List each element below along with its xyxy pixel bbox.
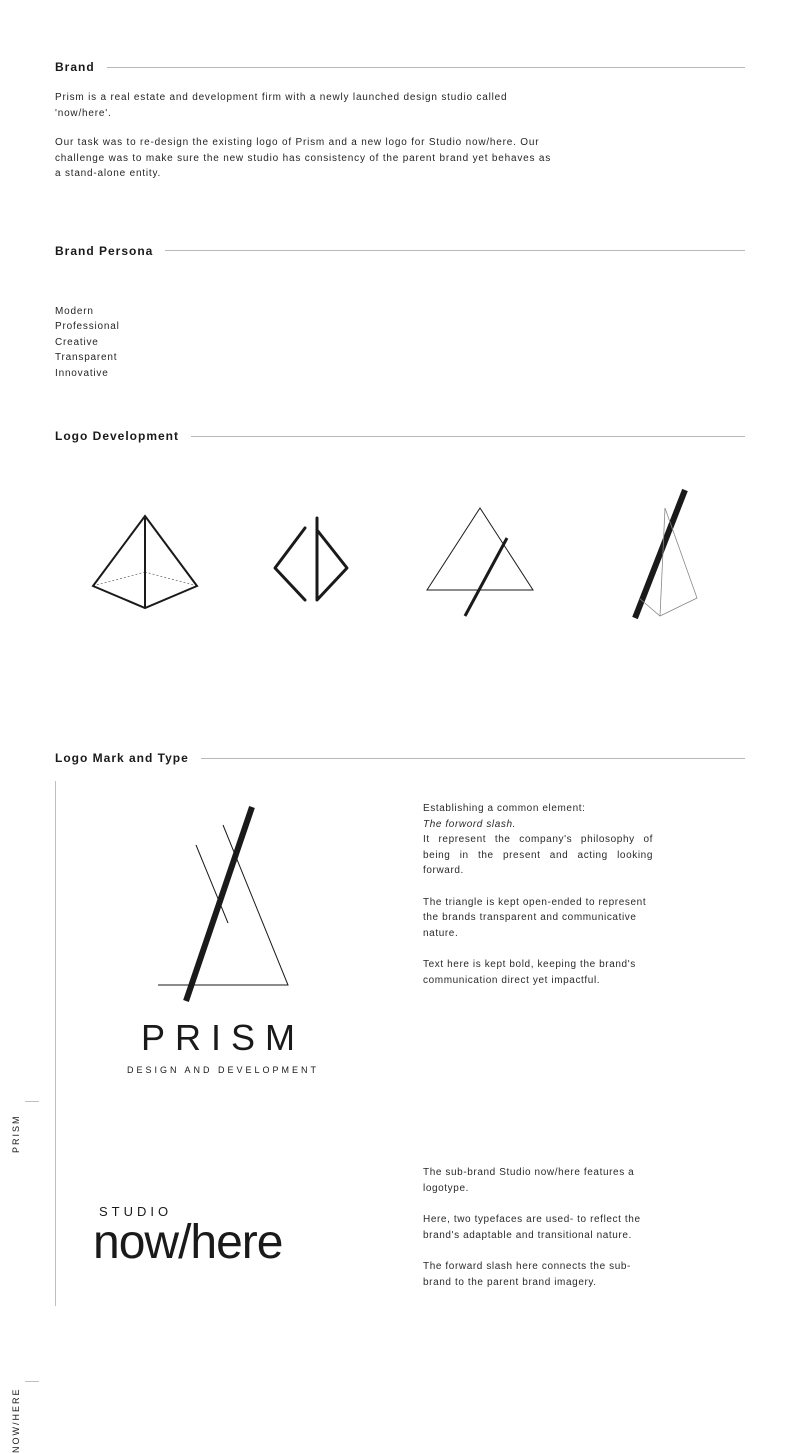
vertical-divider (55, 781, 56, 1306)
section-title: Brand (55, 60, 95, 74)
persona-item: Creative (55, 335, 745, 351)
section-rule (201, 758, 745, 759)
text-italic: The forword slash. (423, 819, 516, 830)
prism-logo: PRISM DESIGN AND DEVELOPMENT (83, 801, 363, 1075)
logo-concept-3 (415, 498, 545, 628)
nowhere-logo: STUDIO now/here (83, 1204, 363, 1267)
side-label-nowhere: NOW/HERE (11, 1388, 21, 1453)
side-tick (25, 1101, 39, 1102)
text: It represent the company's philosophy of… (423, 834, 653, 876)
logo-concept-4 (605, 488, 715, 638)
slash-icon: / (178, 1216, 190, 1269)
prism-desc-1: Establishing a common element: The forwo… (423, 801, 653, 879)
prism-mark-icon (128, 801, 318, 1011)
prism-wordmark: PRISM (141, 1017, 305, 1059)
nowhere-desc-2: Here, two typefaces are used- to reflect… (423, 1212, 653, 1243)
persona-item: Innovative (55, 366, 745, 382)
persona-list: Modern Professional Creative Transparent… (55, 304, 745, 382)
prism-row: PRISM DESIGN AND DEVELOPMENT Establishin… (83, 781, 745, 1075)
section-header-brand: Brand (55, 60, 745, 74)
logo-concept-1 (85, 508, 205, 618)
section-rule (191, 436, 745, 437)
mark-type-wrap: PRISM PRISM DESIGN AND DEVELOPMENT Estab… (55, 781, 745, 1306)
brand-p1: Prism is a real estate and development f… (55, 90, 555, 121)
side-label-prism: PRISM (11, 1114, 21, 1153)
prism-desc-2: The triangle is kept open-ended to repre… (423, 895, 653, 942)
persona-item: Transparent (55, 350, 745, 366)
side-tick (25, 1381, 39, 1382)
persona-item: Modern (55, 304, 745, 320)
section-rule (107, 67, 745, 68)
nowhere-desc-1: The sub-brand Studio now/here features a… (423, 1165, 653, 1196)
prism-desc-3: Text here is kept bold, keeping the bran… (423, 957, 653, 988)
logo-concept-2 (265, 508, 355, 618)
text: Establishing a common element: (423, 803, 586, 814)
section-title: Logo Mark and Type (55, 751, 189, 765)
nowhere-wordmark: now/here (93, 1219, 282, 1267)
prism-desc: Establishing a common element: The forwo… (423, 801, 653, 1075)
text: here (190, 1216, 282, 1269)
nowhere-desc: The sub-brand Studio now/here features a… (423, 1165, 653, 1306)
nowhere-row: STUDIO now/here The sub-brand Studio now… (83, 1165, 745, 1306)
prism-tagline: DESIGN AND DEVELOPMENT (127, 1065, 319, 1075)
section-header-logodev: Logo Development (55, 429, 745, 443)
persona-item: Professional (55, 319, 745, 335)
section-header-persona: Brand Persona (55, 244, 745, 258)
text: now (93, 1216, 178, 1269)
section-title: Brand Persona (55, 244, 153, 258)
brand-body: Prism is a real estate and development f… (55, 90, 555, 182)
section-rule (165, 250, 745, 251)
nowhere-desc-3: The forward slash here connects the sub-… (423, 1259, 653, 1290)
logo-dev-row (55, 463, 745, 663)
section-header-marktype: Logo Mark and Type (55, 751, 745, 765)
brand-p2: Our task was to re-design the existing l… (55, 135, 555, 182)
section-title: Logo Development (55, 429, 179, 443)
